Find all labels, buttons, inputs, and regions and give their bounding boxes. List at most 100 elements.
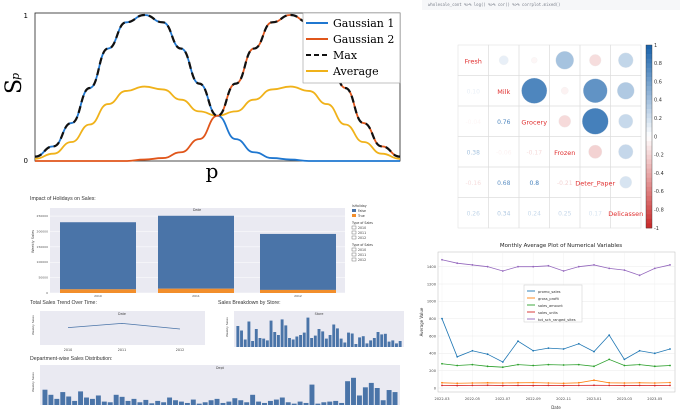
monthly-point [501, 384, 504, 387]
legend-label-false: False [358, 209, 366, 213]
store-bar-23 [317, 329, 321, 347]
holidays-ytick: 0 [46, 291, 48, 295]
store-bar-38 [372, 338, 376, 347]
monthly-point [532, 381, 535, 384]
monthly-point [532, 384, 535, 387]
monthly-point [593, 264, 595, 266]
dept-bar [362, 387, 368, 405]
legend-label-average: Average [332, 65, 379, 78]
store-bar-35 [361, 336, 365, 347]
monthly-title: Monthly Average Plot of Numerical Variab… [500, 243, 622, 249]
gaussian-lines [34, 13, 401, 162]
monthly-point [562, 364, 565, 366]
dept-bar [315, 403, 321, 405]
colorbar-segment [646, 95, 652, 101]
legend-swatch-type-2010 [351, 225, 357, 230]
legend-swatch-type2-2010 [351, 247, 357, 252]
colorbar-segment [646, 223, 652, 229]
monthly-point [547, 382, 550, 384]
monthly-point [653, 382, 656, 384]
store-bar-7 [258, 338, 262, 347]
monthly-grid: 0 200 400 600 800 1000 1200 1400 2022-03 2022-05 2… [427, 252, 675, 401]
monthly-point [638, 384, 641, 387]
dept-bars [42, 377, 398, 405]
store-bar-16 [291, 339, 295, 347]
colorbar-segment [646, 205, 652, 210]
corr-value: -0.06 [496, 149, 512, 156]
gaussian-chart: 1 0 S p p Gaussian 1 Gaussian 2 Max Aver… [2, 12, 401, 183]
monthly-point [623, 384, 626, 387]
monthly-point [608, 334, 611, 337]
corr-label-milk: Milk [497, 88, 510, 96]
colorbar-segment [646, 90, 652, 96]
gaussian-series-max [34, 13, 401, 158]
colorbar-tick: -0.4 [654, 171, 664, 177]
dept-bar [273, 399, 279, 405]
corr-circle [498, 55, 509, 66]
colorbar-tick: -1 [654, 226, 659, 230]
monthly-point [562, 382, 565, 385]
dept-bar [89, 398, 95, 405]
corr-circle [618, 113, 634, 129]
monthly-point [532, 265, 535, 268]
dept-bar [374, 388, 380, 405]
store-bar-36 [365, 343, 369, 347]
store-bar-37 [369, 340, 373, 347]
dept-bar [250, 394, 256, 405]
monthly-point [608, 358, 611, 361]
trend-series-line [67, 323, 181, 330]
legend-label-gaussian-1: Gaussian 1 [333, 17, 394, 30]
legend-label-gross-profit: gross_profit [538, 297, 560, 301]
dept-bar [173, 400, 178, 405]
monthly-point [638, 274, 641, 277]
colorbar-segment [646, 177, 652, 183]
legend-swatch-true [352, 214, 356, 217]
monthly-ytick: 0 [434, 386, 437, 390]
holidays-inner-title: Date [193, 208, 201, 212]
monthly-point [593, 350, 595, 353]
corr-value: 0.34 [497, 210, 511, 217]
monthly-point [623, 364, 626, 367]
corr-circle [582, 108, 609, 135]
dept-bar [48, 394, 54, 405]
monthly-point [517, 265, 519, 268]
holidays-legend1-title: IsHoliday [352, 204, 367, 208]
monthly-point [486, 384, 489, 387]
corr-label-grocery: Grocery [521, 118, 547, 126]
monthly-ytick: 600 [429, 334, 437, 338]
holidays-bar-true-2010 [60, 289, 136, 293]
monthly-series-tot-sch-ranged-sites [441, 259, 671, 276]
monthly-line-chart: Monthly Average Plot of Numerical Variab… [419, 243, 676, 410]
monthly-point [562, 384, 565, 387]
colorbar-tick: 0.4 [654, 98, 662, 104]
store-bar-32 [350, 333, 354, 347]
monthly-point [501, 382, 504, 384]
store-bar-13 [280, 319, 284, 347]
corr-label-frozen: Frozen [554, 149, 575, 157]
monthly-point [501, 270, 504, 272]
dept-bar [167, 397, 173, 405]
monthly-point [471, 349, 474, 352]
monthly-point [456, 382, 459, 385]
dept-bar [190, 399, 196, 405]
legend-swatch-false [352, 209, 356, 212]
legend-label-type-2010: 2010 [358, 226, 366, 230]
dept-bar [220, 402, 226, 405]
dept-bar [339, 402, 345, 405]
dept-bar [143, 399, 149, 405]
store-bar-18 [299, 335, 302, 347]
holidays-bar-false-2012 [260, 233, 336, 290]
monthly-point [562, 348, 565, 350]
corr-grid: Fresh 0.10 Milk -0.04 0.76 Grocery 0.38 -0.06 -0… [457, 44, 643, 229]
legend-label-type2-2011: 2011 [358, 253, 366, 257]
store-bar-22 [313, 335, 317, 347]
holidays-xtick-2012: 2012 [294, 294, 302, 298]
holidays-legend2-title: Type of Sales [351, 221, 373, 225]
monthly-point [486, 265, 489, 268]
dept-bar [256, 401, 262, 405]
monthly-point [608, 381, 611, 384]
store-bar-19 [302, 332, 306, 347]
colorbar-segment [646, 186, 652, 192]
colorbar-segment [646, 173, 652, 178]
corr-circle [618, 144, 634, 160]
